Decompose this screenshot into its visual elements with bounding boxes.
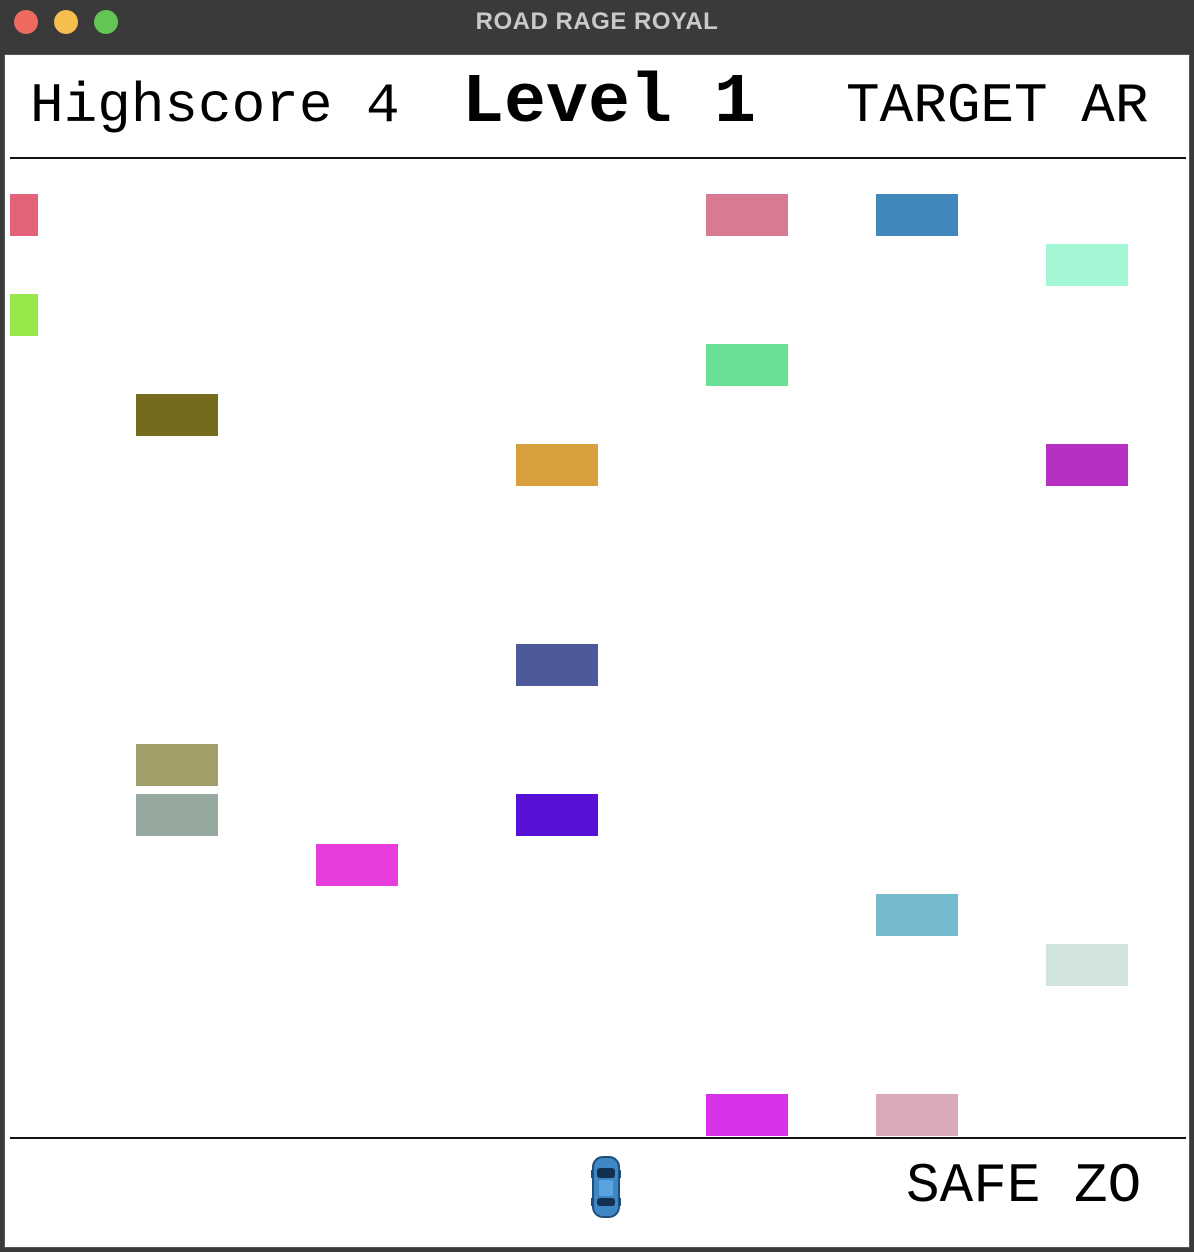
- target-area-text: TARGET AR: [846, 74, 1149, 138]
- safe-zone-line: [10, 1137, 1186, 1139]
- traffic-car: [1046, 444, 1128, 486]
- traffic-car: [876, 1094, 958, 1136]
- traffic-car: [706, 194, 788, 236]
- traffic-car: [706, 1094, 788, 1136]
- window-title: ROAD RAGE ROYAL: [475, 8, 719, 35]
- target-line: [10, 157, 1186, 159]
- close-window-button[interactable]: [14, 10, 38, 34]
- window-titlebar: ROAD RAGE ROYAL: [0, 0, 1194, 48]
- traffic-car: [136, 394, 218, 436]
- safe-zone-text: SAFE ZO: [906, 1154, 1142, 1218]
- traffic-car: [706, 344, 788, 386]
- traffic-car: [876, 194, 958, 236]
- traffic-car: [136, 794, 218, 836]
- zoom-window-button[interactable]: [94, 10, 118, 34]
- hud-bar: Highscore 4 Level 1 TARGET AR: [10, 60, 1186, 158]
- game-canvas[interactable]: Highscore 4 Level 1 TARGET AR SAFE ZO: [10, 60, 1186, 1242]
- traffic-car: [516, 644, 598, 686]
- player-car-icon[interactable]: [590, 1156, 622, 1218]
- traffic-car: [316, 844, 398, 886]
- traffic-car: [516, 794, 598, 836]
- traffic-car: [876, 894, 958, 936]
- traffic-car: [10, 194, 38, 236]
- traffic-car: [516, 444, 598, 486]
- level-text: Level 1: [462, 64, 757, 143]
- minimize-window-button[interactable]: [54, 10, 78, 34]
- traffic-car: [1046, 244, 1128, 286]
- traffic-car: [136, 744, 218, 786]
- highscore-text: Highscore 4: [30, 74, 400, 138]
- traffic-car: [10, 294, 38, 336]
- traffic-car: [1046, 944, 1128, 986]
